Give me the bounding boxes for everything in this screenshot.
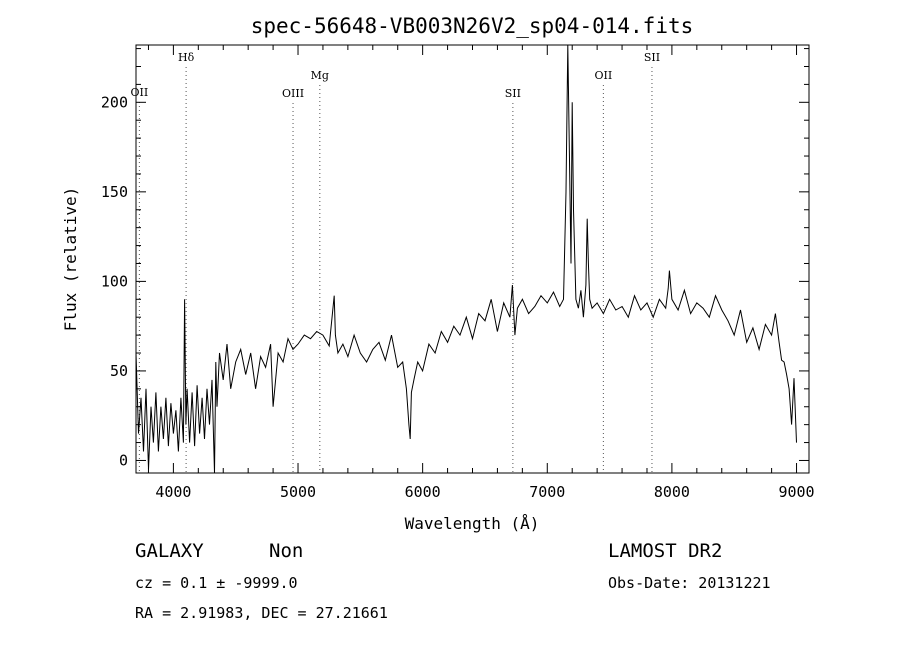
reference-line-label: OII [131,86,149,99]
axis-tick-labels: 4000 5000 6000 7000 8000 9000 0 50 100 150 200 [101,93,815,501]
x-axis-label: Wavelength (Å) [405,514,540,533]
object-class: GALAXY [135,540,204,562]
y-tick-label: 0 [119,451,128,469]
reference-line-label: Mg [311,69,329,82]
x-tick-label: 5000 [280,483,316,501]
reference-line-label: Hδ [178,51,195,64]
x-tick-label: 6000 [405,483,441,501]
reference-lines: OII Hδ OIII Mg SII OII SII [131,51,660,473]
reference-line-label: SII [644,51,660,64]
y-tick-label: 100 [101,272,128,290]
object-subclass: Non [269,540,304,562]
plot-frame [135,44,810,474]
x-tick-label: 9000 [778,483,814,501]
y-tick-label: 50 [110,362,128,380]
spectrum-line [135,44,797,474]
coordinates: RA = 2.91983, DEC = 27.21661 [135,604,388,622]
observation-date: Obs-Date: 20131221 [608,574,771,592]
survey-name: LAMOST DR2 [608,540,723,562]
x-tick-label: 7000 [529,483,565,501]
y-tick-label: 200 [101,93,128,111]
y-axis-label: Flux (relative) [61,187,80,332]
reference-line-label: OIII [282,87,304,100]
x-tick-label: 4000 [155,483,191,501]
x-tick-label: 8000 [654,483,690,501]
reference-line-label: SII [505,87,521,100]
axis-ticks [136,45,809,473]
redshift-value: cz = 0.1 ± -9999.0 [135,574,298,592]
chart-title: spec-56648-VB003N26V2_sp04-014.fits [251,14,694,38]
y-tick-label: 150 [101,183,128,201]
reference-line-label: OII [595,69,613,82]
